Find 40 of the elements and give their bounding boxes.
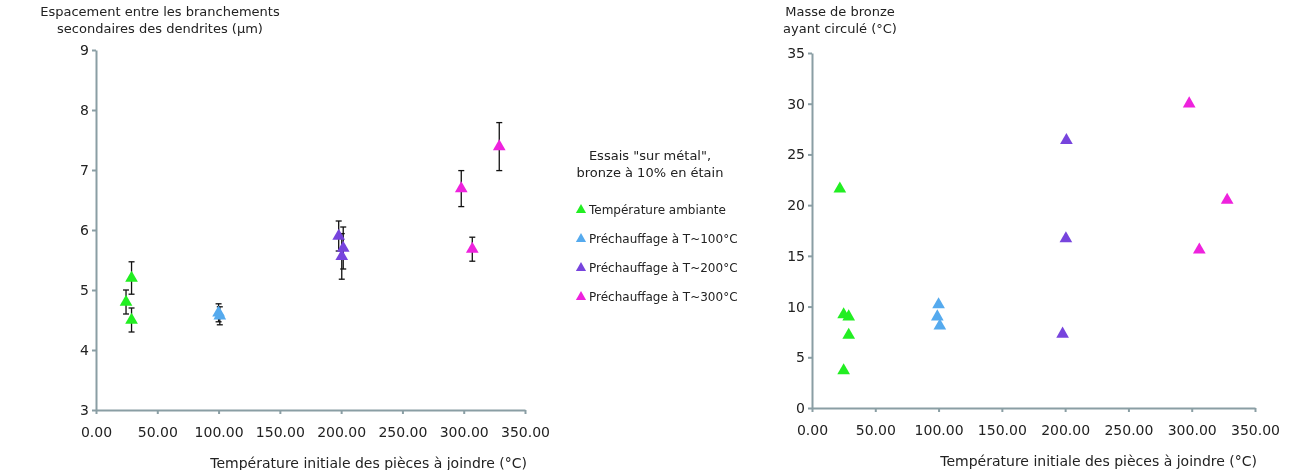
x-tick-label: 0.00 bbox=[796, 421, 829, 438]
y-tick-label: 8 bbox=[80, 101, 89, 118]
x-tick-label: 100.00 bbox=[194, 423, 244, 440]
y-tick-label: 0 bbox=[796, 399, 805, 416]
x-tick-label: 150.00 bbox=[255, 423, 305, 440]
y-tick-label: 30 bbox=[787, 95, 805, 112]
legend-label: Préchauffage à T~300°C bbox=[589, 290, 738, 304]
y-axis-title: Masse de bronze ayant circulé (°C) bbox=[783, 4, 897, 36]
x-tick-label: 250.00 bbox=[378, 423, 428, 440]
legend-label: Température ambiante bbox=[588, 203, 726, 217]
y-axis-title: Espacement entre les branchements secondaires des dendrites (µm) bbox=[40, 4, 280, 36]
legend-label: Préchauffage à T~100°C bbox=[589, 232, 738, 246]
x-tick-label: 200.00 bbox=[1041, 421, 1091, 438]
x-axis-title: Température initiale des pièces à joindre (°C) bbox=[209, 455, 527, 470]
y-tick-label: 25 bbox=[787, 146, 805, 163]
x-tick-label: 350.00 bbox=[501, 423, 550, 440]
x-tick-label: 0.00 bbox=[80, 423, 113, 440]
x-tick-label: 150.00 bbox=[977, 421, 1027, 438]
x-tick-label: 300.00 bbox=[439, 423, 489, 440]
legend-label: Préchauffage à T~200°C bbox=[589, 261, 738, 275]
y-tick-label: 15 bbox=[787, 247, 805, 264]
y-tick-label: 6 bbox=[80, 221, 90, 238]
x-axis-title: Température initiale des pièces à joindre (°C) bbox=[939, 453, 1257, 469]
y-tick-label: 3 bbox=[80, 401, 89, 418]
x-tick-label: 100.00 bbox=[914, 421, 964, 438]
x-tick-label: 250.00 bbox=[1104, 421, 1154, 438]
x-tick-label: 350.00 bbox=[1231, 421, 1280, 438]
x-tick-label: 50.00 bbox=[855, 421, 896, 438]
y-tick-label: 5 bbox=[80, 281, 89, 298]
y-tick-label: 10 bbox=[787, 298, 805, 315]
y-tick-label: 5 bbox=[796, 349, 805, 366]
y-tick-label: 4 bbox=[80, 341, 90, 358]
legend-title: Essais "sur métal", bronze à 10% en étain bbox=[576, 148, 724, 180]
y-tick-label: 35 bbox=[787, 44, 805, 61]
x-tick-label: 200.00 bbox=[317, 423, 367, 440]
y-tick-label: 7 bbox=[80, 161, 89, 178]
y-tick-label: 20 bbox=[787, 197, 805, 214]
y-tick-label: 9 bbox=[80, 41, 89, 58]
x-tick-label: 300.00 bbox=[1167, 421, 1217, 438]
x-tick-label: 50.00 bbox=[137, 423, 178, 440]
